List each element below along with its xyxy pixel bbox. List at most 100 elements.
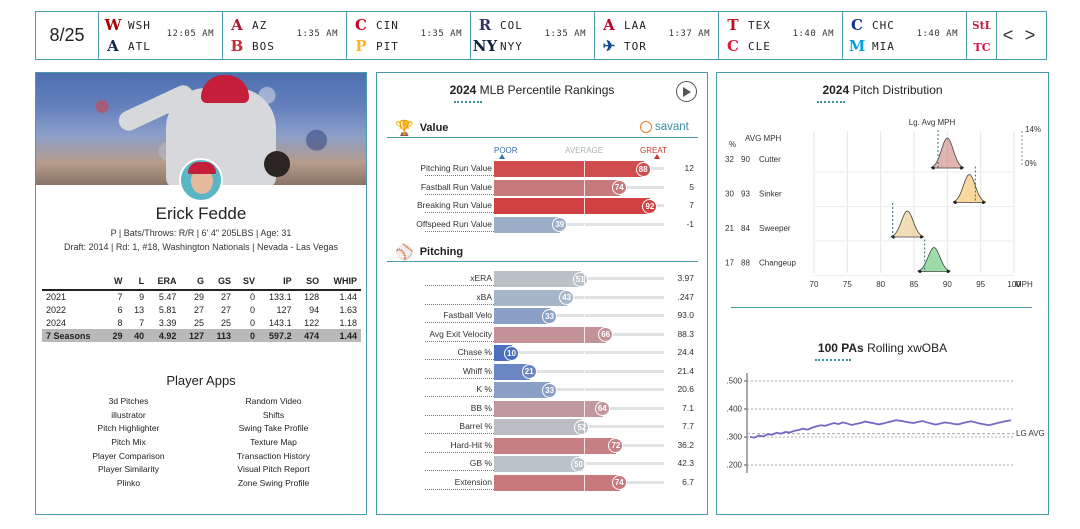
game-cell[interactable]: A LAA ✈ TOR 1:37 AM bbox=[595, 12, 719, 59]
extra-team-logos[interactable]: StL TC bbox=[967, 12, 997, 59]
player-app-link[interactable]: Plinko bbox=[116, 478, 141, 489]
pitch-avg-mph: 93 bbox=[741, 190, 750, 199]
player-app-link[interactable]: Pitch Highlighter bbox=[97, 423, 160, 434]
pitch-avg-mph: 84 bbox=[741, 224, 750, 233]
away-team-logo-icon: W bbox=[104, 16, 122, 34]
percentile-metric-row[interactable]: Fastball Velo 33 93.0 bbox=[377, 307, 709, 325]
pitcher-icon: ⚾ bbox=[395, 244, 414, 261]
percentile-metric-row[interactable]: K % 33 20.6 bbox=[377, 381, 709, 399]
metric-track bbox=[494, 295, 664, 299]
away-team-row: C CHC bbox=[848, 15, 895, 35]
player-app-link[interactable]: Visual Pitch Report bbox=[237, 464, 310, 475]
away-team-abbr: COL bbox=[500, 18, 523, 32]
stats-column-header[interactable] bbox=[42, 274, 105, 291]
game-cell[interactable]: T TEX C CLE 1:40 AM bbox=[719, 12, 843, 59]
prev-games-button[interactable]: < bbox=[1002, 25, 1014, 45]
away-team-logo-icon: A bbox=[603, 16, 615, 34]
stats-column-header[interactable]: G bbox=[180, 274, 209, 291]
game-cell[interactable]: W WSH A ATL 12:05 AM bbox=[99, 12, 223, 59]
home-team-abbr: NYY bbox=[500, 39, 523, 53]
player-app-link[interactable]: Pitch Mix bbox=[111, 437, 146, 448]
pitch-velocity-density bbox=[917, 247, 951, 272]
stats-cell: 0 bbox=[249, 292, 255, 302]
stats-column-header[interactable]: GS bbox=[208, 274, 236, 291]
player-app-link[interactable]: Transaction History bbox=[237, 450, 310, 461]
metric-percentile-bar bbox=[494, 179, 620, 196]
games-list: W WSH A ATL 12:05 AM A AZ B BOS 1:35 AM … bbox=[99, 12, 967, 59]
stats-column-header[interactable]: ERA bbox=[148, 274, 181, 291]
stats-column-header[interactable]: SO bbox=[295, 274, 324, 291]
stats-column-header[interactable]: IP bbox=[259, 274, 296, 291]
pitch-distribution-title: 2024 Pitch Distribution bbox=[822, 83, 943, 97]
pitch-name: Cutter bbox=[759, 155, 781, 164]
player-app-link[interactable]: Player Comparison bbox=[92, 450, 165, 461]
pct-axis-top: 14% bbox=[1025, 125, 1041, 134]
percentile-metric-row[interactable]: Barrel % 52 7.7 bbox=[377, 418, 709, 436]
metric-track bbox=[494, 314, 664, 317]
player-app-link[interactable]: Swing Take Profile bbox=[238, 423, 309, 434]
game-time: 1:40 AM bbox=[792, 29, 834, 39]
stats-cell: 27 bbox=[221, 292, 232, 302]
metric-track bbox=[494, 369, 664, 373]
stats-cell: 128 bbox=[304, 292, 320, 302]
player-apps-list: 3d Pitches Random Video illustrator Shifts P… bbox=[56, 396, 346, 489]
stats-total-cell: 0 bbox=[235, 329, 259, 342]
stats-cell: 7 bbox=[117, 292, 123, 302]
density-max-dot bbox=[919, 235, 923, 239]
percentile-metric-row[interactable]: Offspeed Run Value 39 -1 bbox=[377, 216, 709, 234]
pitch-name: Changeup bbox=[759, 259, 796, 268]
stats-column-header[interactable]: SV bbox=[235, 274, 259, 291]
percentile-metric-row[interactable]: GB % 50 42.3 bbox=[377, 455, 709, 473]
home-team-row: C CLE bbox=[724, 36, 771, 56]
percentile-metric-row[interactable]: Whiff % 21 21.4 bbox=[377, 363, 709, 381]
metric-value: 93.0 bbox=[677, 310, 694, 320]
metric-percentile-bar bbox=[494, 474, 620, 491]
play-icon bbox=[683, 86, 691, 97]
game-cell[interactable]: R COL NY NYY 1:35 AM bbox=[471, 12, 595, 59]
metric-value: 3.97 bbox=[677, 273, 694, 283]
metric-value: .247 bbox=[677, 291, 694, 302]
metric-percentile-bar bbox=[494, 198, 651, 214]
home-team-row: A ATL bbox=[104, 36, 151, 56]
stats-cell: 2024 bbox=[46, 317, 67, 328]
away-team-abbr: TEX bbox=[748, 18, 771, 32]
stats-cell: 9 bbox=[139, 292, 145, 302]
percentile-metric-row[interactable]: Extension 74 6.7 bbox=[377, 474, 709, 492]
metric-track bbox=[494, 351, 664, 354]
player-app-link[interactable]: illustrator bbox=[111, 409, 146, 420]
stats-column-header[interactable]: W bbox=[104, 274, 127, 291]
percentile-metric-row[interactable]: Breaking Run Value 92 7 bbox=[377, 197, 709, 215]
game-cell[interactable]: C CIN P PIT 1:35 AM bbox=[347, 12, 471, 59]
stats-column-header[interactable]: L bbox=[126, 274, 149, 291]
next-games-button[interactable]: > bbox=[1024, 25, 1036, 45]
player-app-link[interactable]: 3d Pitches bbox=[108, 396, 149, 406]
metric-percentile-bubble: 33 bbox=[542, 308, 558, 324]
game-cell[interactable]: A AZ B BOS 1:35 AM bbox=[223, 12, 347, 59]
metric-percentile-bubble: 64 bbox=[594, 401, 610, 416]
player-app-link[interactable]: Zone Swing Profile bbox=[237, 478, 310, 489]
player-app-link[interactable]: Random Video bbox=[245, 396, 302, 406]
player-app-link[interactable]: Shifts bbox=[262, 409, 285, 420]
percentile-metric-row[interactable]: Chase % 10 24.4 bbox=[377, 344, 709, 362]
savant-brand-link[interactable]: savant bbox=[640, 121, 689, 133]
percentile-metric-row[interactable]: Hard-Hit % 72 36.2 bbox=[377, 437, 709, 455]
play-animation-button[interactable] bbox=[676, 81, 697, 102]
density-max-dot bbox=[981, 201, 985, 204]
away-team-logo-icon: R bbox=[478, 16, 492, 34]
player-app-link[interactable]: Player Similarity bbox=[98, 464, 159, 475]
stats-cell: 25 bbox=[194, 317, 205, 328]
percentile-metric-row[interactable]: Pitching Run Value 88 12 bbox=[377, 160, 709, 178]
scoreboard-date[interactable]: 8/25 bbox=[36, 12, 99, 59]
pitch-velocity-density bbox=[930, 137, 964, 169]
game-cell[interactable]: C CHC M MIA 1:40 AM bbox=[843, 12, 967, 59]
player-draft-info: Draft: 2014 | Rd: 1, #18, Washington Nat… bbox=[64, 242, 338, 252]
stats-column-header[interactable]: WHIP bbox=[323, 274, 361, 291]
percentile-metric-row[interactable]: xBA 43 .247 bbox=[377, 289, 709, 307]
stats-cell: 1.18 bbox=[339, 317, 357, 328]
percentile-metric-row[interactable]: BB % 64 7.1 bbox=[377, 400, 709, 418]
percentile-metric-row[interactable]: Avg Exit Velocity 66 88.3 bbox=[377, 326, 709, 344]
percentile-metric-row[interactable]: xERA 51 3.97 bbox=[377, 270, 709, 288]
metric-value: 7 bbox=[689, 200, 694, 210]
player-app-link[interactable]: Texture Map bbox=[250, 437, 297, 448]
percentile-metric-row[interactable]: Fastball Run Value 74 5 bbox=[377, 179, 709, 197]
